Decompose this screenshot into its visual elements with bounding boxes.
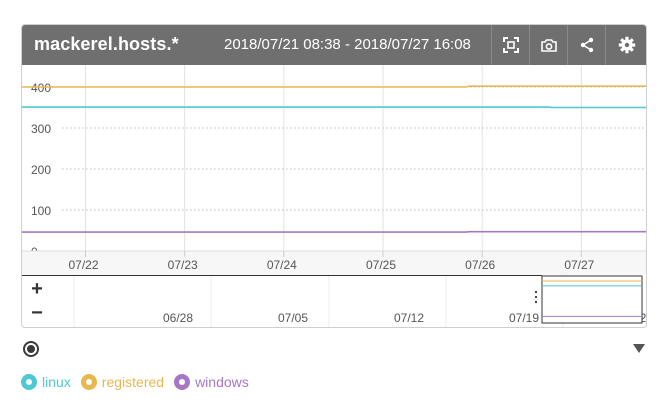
legend-swatch-icon (174, 374, 191, 390)
x-tick-label: 07/25 (366, 258, 396, 272)
zoom-out-button[interactable]: − (31, 302, 43, 324)
zoom-in-button[interactable]: + (31, 278, 43, 300)
series-line-registered[interactable] (22, 85, 647, 88)
share-icon (580, 37, 593, 53)
y-tick-label: 300 (31, 122, 51, 136)
caret-down-icon[interactable] (633, 344, 645, 353)
gear-icon (618, 36, 636, 54)
y-tick-label: 200 (31, 163, 51, 177)
camera-icon (540, 39, 557, 52)
nav-tick-label: 07/19 (509, 311, 539, 325)
nav-tick-label: 07/05 (278, 311, 308, 325)
y-tick-label: 100 (31, 204, 51, 218)
legend-item-registered[interactable]: registered (80, 374, 165, 390)
graph-title: mackerel.hosts.* (34, 34, 179, 54)
legend-label: registered (101, 374, 165, 390)
settings-button[interactable] (605, 25, 646, 65)
x-tick-label: 07/24 (267, 258, 297, 272)
legend-item-windows[interactable]: windows (174, 374, 249, 390)
x-axis-band (22, 251, 646, 275)
controls-row (21, 340, 647, 360)
expand-icon (502, 37, 519, 53)
legend-label: windows (195, 374, 249, 390)
x-tick-label: 07/26 (465, 258, 495, 272)
toggle-all-icon[interactable] (23, 341, 39, 357)
snapshot-button[interactable] (529, 25, 567, 65)
nav-tick-label: 06/28 (163, 311, 193, 325)
nav-handle-left[interactable] (534, 290, 538, 304)
x-tick-label: 07/27 (564, 258, 594, 272)
legend: linux registered windows (21, 372, 249, 392)
x-tick-label: 07/23 (168, 258, 198, 272)
expand-button[interactable] (491, 25, 529, 65)
legend-label: linux (42, 374, 71, 390)
y-tick-label: 400 (31, 81, 51, 95)
share-button[interactable] (567, 25, 605, 65)
legend-swatch-icon (80, 374, 97, 390)
graph-panel: mackerel.hosts.* 2018/07/21 08:38 - 2018… (21, 24, 647, 328)
legend-item-linux[interactable]: linux (21, 374, 71, 390)
main-chart[interactable]: 010020030040007/2207/2307/2407/2507/2607… (22, 65, 647, 275)
panel-header: mackerel.hosts.* 2018/07/21 08:38 - 2018… (22, 25, 646, 65)
nav-selection-window[interactable] (541, 275, 643, 324)
time-range: 2018/07/21 08:38 - 2018/07/27 16:08 (224, 36, 471, 53)
legend-swatch-icon (21, 374, 37, 390)
nav-tick-label: 07/12 (394, 311, 424, 325)
x-tick-label: 07/22 (68, 258, 98, 272)
